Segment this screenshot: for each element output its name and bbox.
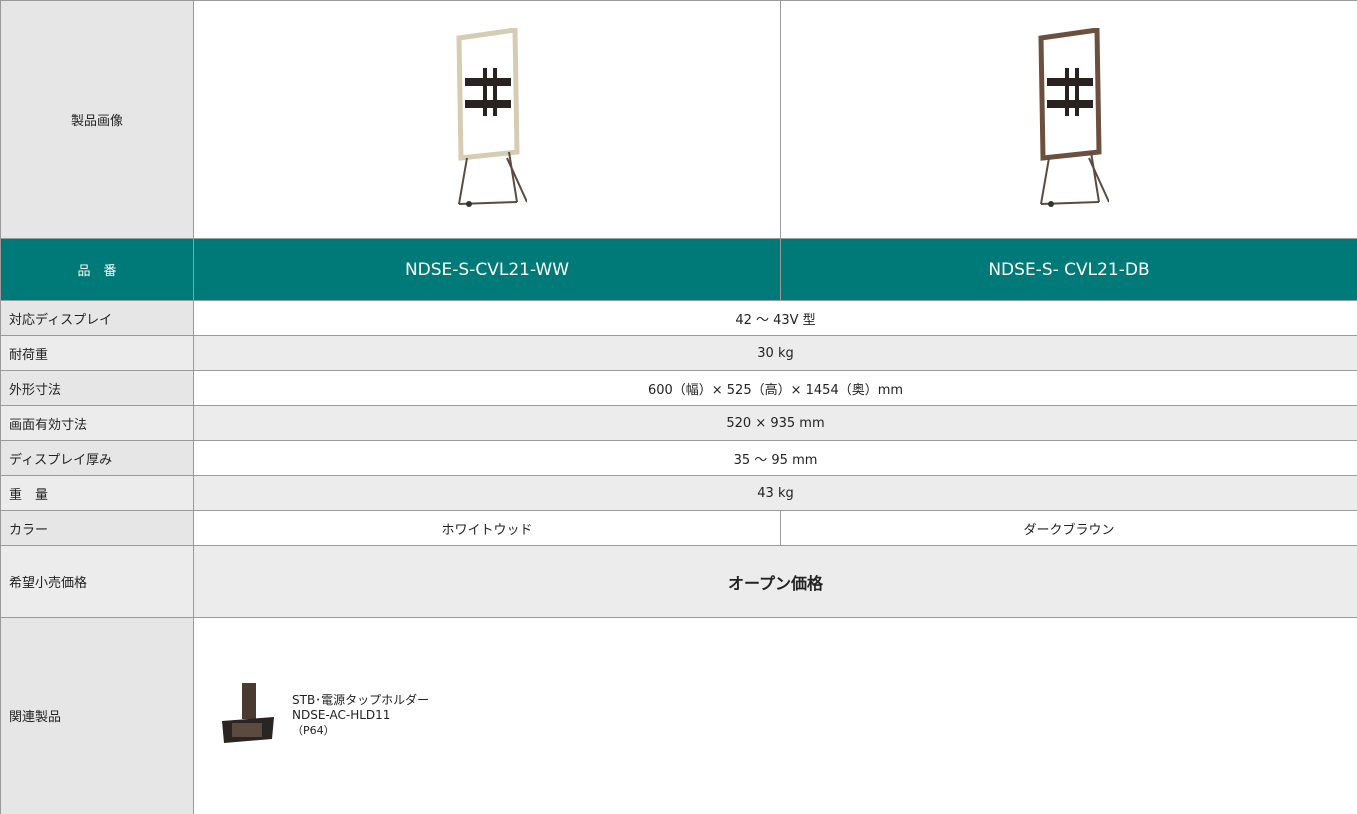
spec-row: 外形寸法 600（幅）× 525（高）× 1454（奥）mm bbox=[0, 370, 1357, 406]
related-model: NDSE-AC-HLD11 bbox=[292, 708, 391, 723]
image-row: 製品画像 bbox=[0, 0, 1357, 239]
color: ホワイトウッド bbox=[193, 510, 781, 546]
label: 画面有効寸法 bbox=[0, 405, 194, 441]
price: オープン価格 bbox=[193, 545, 1357, 618]
price-row: 希望小売価格 オープン価格 bbox=[0, 545, 1357, 618]
value: 520 × 935 mm bbox=[193, 405, 1357, 441]
label: 関連製品 bbox=[0, 617, 194, 814]
spec-row: 重 量 43 kg bbox=[0, 475, 1357, 511]
label: 対応ディスプレイ bbox=[0, 300, 194, 336]
value: 600（幅）× 525（高）× 1454（奥）mm bbox=[193, 370, 1357, 406]
model-number: NDSE-S-CVL21-WW bbox=[193, 238, 781, 301]
related-row: 関連製品 STB･電源タップホルダー NDSE-AC-HLD11 （P64） bbox=[0, 617, 1357, 814]
spec-row: 対応ディスプレイ 42 ～ 43V 型 bbox=[0, 300, 1357, 336]
label: ディスプレイ厚み bbox=[0, 440, 194, 476]
spec-row: 耐荷重 30 kg bbox=[0, 335, 1357, 371]
easel-brown bbox=[1038, 26, 1110, 207]
related-cell: STB･電源タップホルダー NDSE-AC-HLD11 （P64） bbox=[193, 617, 1357, 814]
related-page: （P64） bbox=[292, 724, 335, 738]
value: 35 ～ 95 mm bbox=[193, 440, 1357, 476]
holder-image bbox=[222, 682, 274, 743]
related-name: STB･電源タップホルダー bbox=[292, 693, 430, 708]
value: 42 ～ 43V 型 bbox=[193, 300, 1357, 336]
label: 製品画像 bbox=[0, 0, 194, 239]
product-image bbox=[780, 0, 1357, 239]
spec-row: 画面有効寸法 520 × 935 mm bbox=[0, 405, 1357, 441]
label: カラー bbox=[0, 510, 194, 546]
color: ダークブラウン bbox=[780, 510, 1357, 546]
label: 耐荷重 bbox=[0, 335, 194, 371]
product-image bbox=[193, 0, 781, 239]
model-row: 品 番 NDSE-S-CVL21-WW NDSE-S- CVL21-DB bbox=[0, 238, 1357, 301]
label: 希望小売価格 bbox=[0, 545, 194, 618]
easel-white bbox=[456, 26, 528, 207]
model-number: NDSE-S- CVL21-DB bbox=[780, 238, 1357, 301]
spec-row: ディスプレイ厚み 35 ～ 95 mm bbox=[0, 440, 1357, 476]
label: 外形寸法 bbox=[0, 370, 194, 406]
color-row: カラー ホワイトウッド ダークブラウン bbox=[0, 510, 1357, 546]
value: 43 kg bbox=[193, 475, 1357, 511]
label: 重 量 bbox=[0, 475, 194, 511]
label: 品 番 bbox=[0, 238, 194, 301]
value: 30 kg bbox=[193, 335, 1357, 371]
related-text: STB･電源タップホルダー NDSE-AC-HLD11 （P64） bbox=[292, 693, 429, 738]
related-product: STB･電源タップホルダー NDSE-AC-HLD11 （P64） bbox=[194, 681, 1357, 751]
